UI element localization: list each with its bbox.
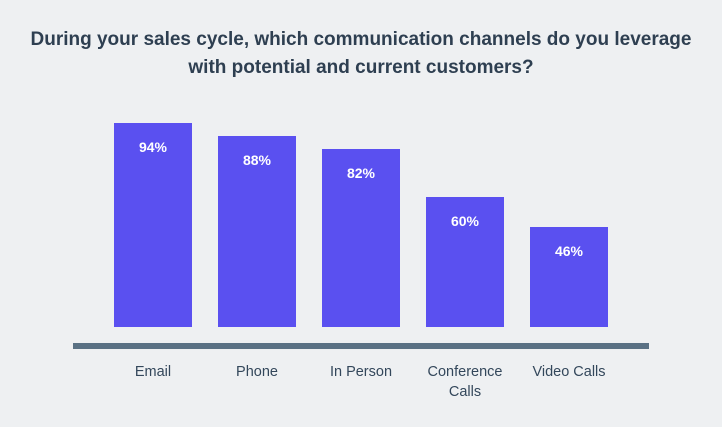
bar-value-label: 60% <box>450 213 480 230</box>
bar-value-label: 46% <box>554 243 584 260</box>
bars-row: 94% 88% 82% 60% 46% <box>73 123 649 328</box>
x-axis-line <box>73 343 649 350</box>
labels-row: Email Phone In Person Conference Calls Video… <box>73 363 649 402</box>
category-label-in-person: In Person <box>329 364 393 381</box>
plot-area: 94% 88% 82% 60% 46% Email Phone In Person Confe… <box>73 123 649 402</box>
bar-phone: 88% <box>218 136 296 328</box>
category-label-conference-calls: Conference Calls <box>427 364 503 400</box>
bar-conference-calls: 60% <box>426 197 504 328</box>
category-label-email: Email <box>134 364 172 381</box>
bar-video-calls: 46% <box>530 227 608 328</box>
chart-title: During your sales cycle, which communica… <box>30 29 692 78</box>
bar-in-person: 82% <box>322 149 400 328</box>
bar-value-label: 82% <box>346 165 376 182</box>
bar-value-label: 94% <box>138 139 168 156</box>
bar-value-label: 88% <box>242 152 272 169</box>
category-label-video-calls: Video Calls <box>532 364 606 381</box>
bar-email: 94% <box>114 123 192 328</box>
category-label-phone: Phone <box>236 364 278 381</box>
